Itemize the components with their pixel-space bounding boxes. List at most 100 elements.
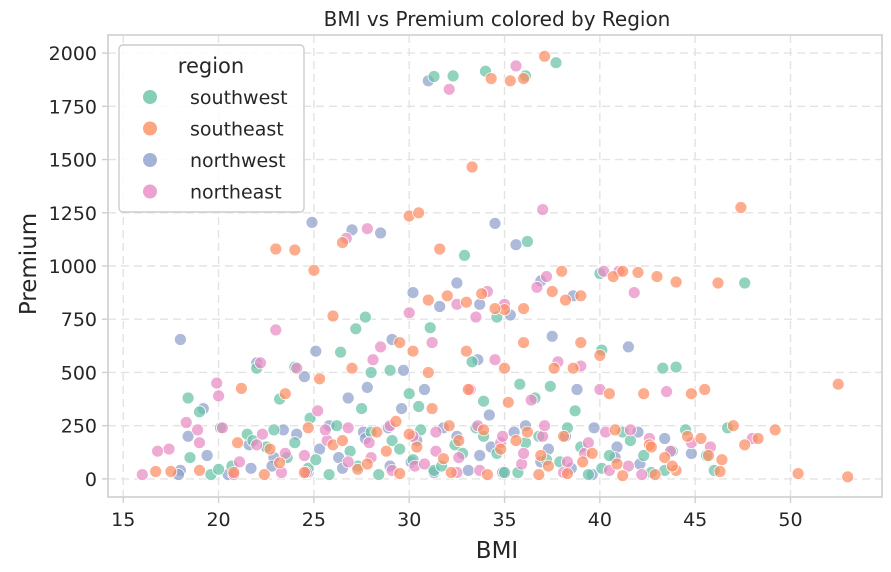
data-point-southeast: [313, 372, 327, 386]
data-point-southeast: [791, 467, 805, 481]
data-point-northeast: [360, 222, 374, 236]
legend-marker-northwest: [143, 153, 157, 167]
data-point-southeast: [459, 344, 473, 358]
data-point-southwest: [393, 442, 407, 456]
data-point-southeast: [288, 243, 302, 257]
data-point-northwest: [450, 276, 464, 290]
data-point-southeast: [360, 457, 374, 471]
data-point-northwest: [374, 226, 388, 240]
data-point-northeast: [318, 423, 332, 437]
y-tick-label: 1750: [49, 96, 97, 118]
data-point-southeast: [412, 206, 426, 220]
data-point-southeast: [393, 336, 407, 350]
data-point-southeast: [509, 434, 523, 448]
data-point-southwest: [582, 468, 595, 482]
data-point-southeast: [351, 462, 365, 476]
data-point-southeast: [475, 287, 489, 301]
data-point-southeast: [702, 449, 715, 462]
data-point-southeast: [713, 465, 727, 478]
data-point-southwest: [624, 434, 637, 448]
data-point-northeast: [515, 457, 529, 471]
grid-lines: [108, 35, 882, 497]
data-point-southwest: [543, 379, 557, 393]
data-point-southwest: [364, 366, 378, 379]
x-tick-label: 45: [683, 509, 707, 531]
data-point-southeast: [669, 275, 683, 289]
x-tick-label: 40: [588, 509, 612, 531]
data-point-southeast: [593, 348, 607, 362]
data-point-southeast: [227, 466, 241, 479]
legend-marker-southeast: [143, 121, 157, 136]
data-point-southeast: [610, 457, 624, 471]
data-point-northeast: [255, 427, 269, 441]
data-point-northeast: [212, 389, 226, 403]
data-point-southeast: [517, 302, 530, 316]
data-point-northeast: [530, 280, 544, 294]
data-point-southeast: [501, 395, 515, 409]
x-tick-label: 50: [778, 509, 802, 531]
data-point-southeast: [738, 438, 752, 452]
data-point-southeast: [631, 265, 645, 279]
data-point-southwest: [669, 360, 683, 374]
data-point-northeast: [215, 421, 229, 435]
y-tick-label: 1250: [49, 203, 97, 225]
data-point-northeast: [582, 436, 595, 450]
data-point-southeast: [734, 201, 748, 214]
data-point-southeast: [336, 434, 349, 448]
data-point-southeast: [494, 442, 508, 456]
data-point-southeast: [193, 463, 206, 477]
data-point-northwest: [488, 216, 502, 230]
data-point-southeast: [576, 455, 590, 469]
data-point-southeast: [402, 427, 416, 441]
data-point-northwest: [622, 340, 635, 354]
data-point-southeast: [616, 264, 630, 278]
data-point-southwest: [603, 449, 616, 462]
y-tick-label: 500: [61, 362, 97, 384]
data-point-southeast: [389, 414, 403, 428]
data-point-southeast: [149, 465, 163, 478]
data-point-southeast: [459, 295, 473, 309]
data-point-northeast: [135, 468, 149, 482]
x-axis-ticks: 15 20 25 30 35 40 45 50: [111, 497, 803, 531]
data-point-southwest: [513, 377, 527, 391]
y-axis-ticks: 0 250 500 750 1000 1250 1500 1750 2000: [49, 43, 108, 491]
data-point-northeast: [290, 361, 304, 375]
data-point-southwest: [212, 462, 226, 476]
data-point-southwest: [358, 310, 372, 324]
data-point-southeast: [433, 242, 447, 256]
data-point-southeast: [263, 442, 277, 456]
data-point-southeast: [726, 419, 740, 433]
data-point-southeast: [658, 451, 672, 465]
data-point-northeast: [374, 340, 388, 354]
legend-label-northwest: northwest: [190, 150, 286, 172]
data-point-southeast: [477, 423, 491, 437]
data-point-northwest: [685, 446, 698, 460]
data-point-southeast: [517, 72, 530, 85]
legend: region southwest southeast northwest northea…: [118, 44, 305, 213]
data-point-southeast: [164, 465, 178, 478]
data-point-northwest: [360, 380, 374, 394]
data-point-northeast: [429, 444, 443, 458]
data-point-southeast: [326, 309, 340, 323]
data-point-southwest: [498, 466, 511, 479]
data-point-southeast: [574, 289, 588, 303]
data-point-southeast: [698, 383, 712, 396]
data-point-southwest: [372, 468, 386, 482]
data-point-northeast: [366, 353, 380, 367]
data-point-southeast: [421, 366, 435, 379]
data-point-southwest: [193, 405, 206, 419]
data-point-southwest: [322, 468, 336, 482]
data-point-southeast: [480, 468, 494, 482]
data-point-northeast: [627, 286, 641, 300]
y-tick-label: 2000: [49, 43, 97, 65]
data-point-southeast: [442, 419, 456, 433]
data-point-northeast: [362, 436, 376, 450]
data-point-southwest: [568, 404, 582, 418]
data-point-southwest: [521, 235, 534, 248]
data-point-northeast: [425, 336, 439, 350]
data-point-southeast: [273, 456, 287, 470]
data-point-southeast: [616, 469, 630, 483]
chart-title: BMI vs Premium colored by Region: [324, 7, 671, 31]
data-point-southeast: [665, 459, 679, 473]
data-point-northeast: [452, 451, 466, 465]
